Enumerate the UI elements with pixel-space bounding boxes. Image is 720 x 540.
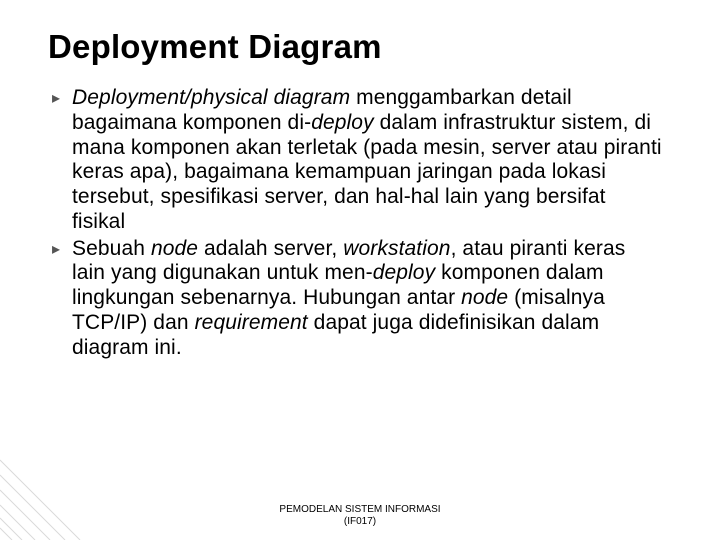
slide-footer: PEMODELAN SISTEM INFORMASI (IF017) (0, 504, 720, 528)
bullet-icon: ▸ (52, 86, 72, 112)
slide: Deployment Diagram ▸ Deployment/physical… (0, 0, 720, 540)
bullet-icon: ▸ (52, 237, 72, 263)
bullet-text: Sebuah node adalah server, workstation, … (72, 237, 664, 361)
list-item: ▸ Sebuah node adalah server, workstation… (52, 237, 664, 361)
list-item: ▸ Deployment/physical diagram menggambar… (52, 86, 664, 235)
bullet-text: Deployment/physical diagram menggambarka… (72, 86, 664, 235)
footer-line1: PEMODELAN SISTEM INFORMASI (0, 504, 720, 516)
footer-line2: (IF017) (0, 516, 720, 528)
content-block: ▸ Deployment/physical diagram menggambar… (48, 86, 672, 360)
page-title: Deployment Diagram (48, 28, 672, 66)
